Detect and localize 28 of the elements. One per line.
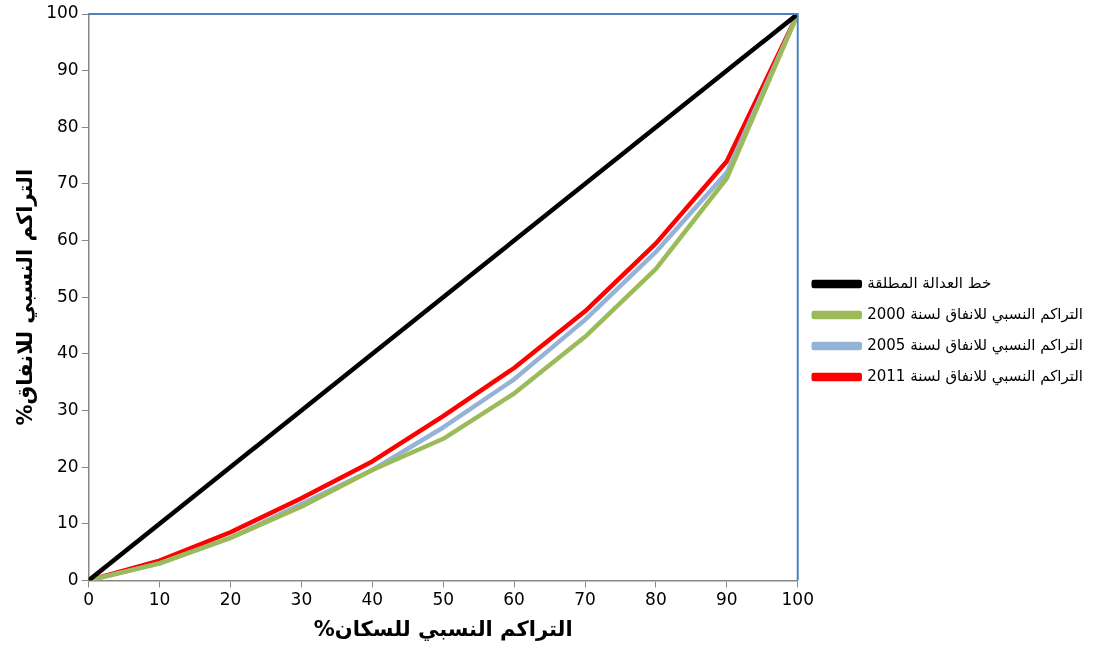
y-tick-label: 70 — [57, 172, 79, 193]
legend-label: التراكم النسبي للانفاق لسنة 2000 — [867, 304, 1084, 324]
y-axis-title: %التراكم النسبي للانفاق — [13, 168, 38, 426]
x-tick-label: 80 — [645, 589, 667, 610]
x-tick-label: 90 — [716, 589, 738, 610]
x-tick-label: 20 — [219, 589, 242, 610]
x-tick-label: 60 — [503, 589, 525, 610]
x-tick-label: 0 — [83, 589, 95, 610]
x-tick-label: 100 — [781, 589, 814, 610]
y-tick-label: 20 — [57, 455, 79, 476]
x-tick-label: 70 — [574, 589, 596, 610]
y-tick-label: 100 — [46, 2, 79, 23]
y-tick-label: 50 — [57, 285, 79, 306]
legend-label: التراكم النسبي للانفاق لسنة 2011 — [867, 366, 1084, 386]
y-tick-label: 90 — [57, 59, 79, 80]
legend-label: التراكم النسبي للانفاق لسنة 2005 — [867, 335, 1084, 355]
y-tick-label: 0 — [67, 568, 79, 589]
x-tick-label: 40 — [361, 589, 384, 610]
y-tick-label: 80 — [57, 115, 79, 136]
y-tick-label: 40 — [57, 342, 79, 363]
y-tick-label: 60 — [57, 228, 79, 249]
legend-label: خط العدالة المطلقة — [867, 273, 992, 292]
y-tick-label: 10 — [57, 512, 79, 533]
x-axis-title: %التراكم النسبي للسكان — [313, 616, 573, 641]
y-tick-label: 30 — [57, 398, 79, 419]
x-tick-label: 10 — [148, 589, 171, 610]
x-tick-label: 30 — [290, 589, 313, 610]
x-tick-label: 50 — [432, 589, 455, 610]
